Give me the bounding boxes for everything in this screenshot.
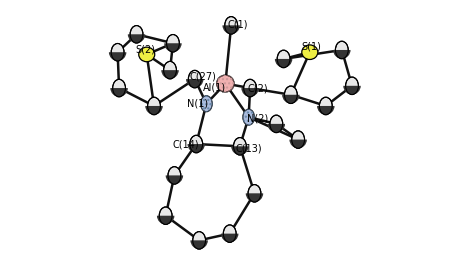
Ellipse shape [270,115,283,133]
Ellipse shape [223,225,236,242]
Text: S(1): S(1) [301,42,321,52]
Ellipse shape [248,185,261,202]
Wedge shape [343,86,361,95]
Ellipse shape [234,138,246,155]
Ellipse shape [277,50,290,68]
Ellipse shape [243,109,255,125]
Wedge shape [231,146,249,155]
Ellipse shape [292,131,305,148]
Ellipse shape [319,97,332,115]
Ellipse shape [130,26,143,43]
Wedge shape [110,88,128,97]
Ellipse shape [159,207,172,224]
Ellipse shape [284,86,297,103]
Ellipse shape [336,41,348,59]
Ellipse shape [225,17,237,34]
Wedge shape [290,140,307,148]
Text: Al(1): Al(1) [203,82,226,92]
Wedge shape [191,240,208,249]
Wedge shape [146,106,163,115]
Ellipse shape [217,75,234,92]
Wedge shape [157,216,174,224]
Ellipse shape [201,96,212,112]
Text: S(2): S(2) [135,44,155,54]
Text: N(2): N(2) [247,113,268,123]
Text: C(2): C(2) [248,83,269,93]
Ellipse shape [166,34,179,52]
Wedge shape [222,25,240,34]
Wedge shape [275,59,292,68]
Text: C(14): C(14) [173,139,200,149]
Wedge shape [166,175,183,184]
Ellipse shape [193,232,206,249]
Ellipse shape [168,167,181,184]
Wedge shape [161,70,179,79]
Wedge shape [109,52,127,61]
Ellipse shape [139,47,155,62]
Wedge shape [221,234,238,242]
Wedge shape [317,106,335,115]
Wedge shape [188,144,205,153]
Wedge shape [267,124,285,133]
Wedge shape [282,95,300,103]
Wedge shape [128,34,146,43]
Text: C(13): C(13) [236,143,263,153]
Wedge shape [186,79,203,88]
Wedge shape [333,50,351,59]
Wedge shape [246,193,263,202]
Text: C(1): C(1) [228,19,248,29]
Wedge shape [164,43,182,52]
Ellipse shape [244,79,256,97]
Ellipse shape [164,61,176,79]
Ellipse shape [346,77,358,95]
Text: N(1): N(1) [187,99,208,109]
Wedge shape [241,88,259,97]
Ellipse shape [113,79,126,97]
Text: C(27): C(27) [190,72,216,82]
Ellipse shape [188,70,201,88]
Ellipse shape [302,45,318,59]
Ellipse shape [147,97,160,115]
Ellipse shape [190,135,203,153]
Ellipse shape [111,43,124,61]
